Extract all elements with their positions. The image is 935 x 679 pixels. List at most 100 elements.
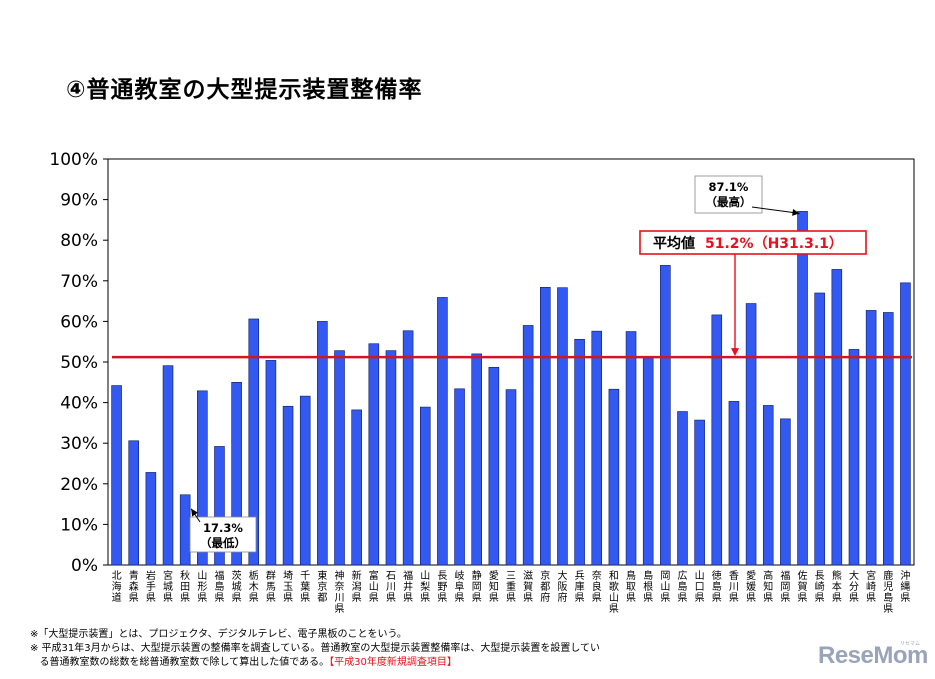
bar-滋賀県 (522, 325, 534, 566)
x-tick-label: 宮崎県 (866, 569, 876, 604)
bar-広島県 (677, 411, 688, 566)
annotation-label: 87.1%（最高） (706, 180, 752, 209)
x-tick-label: 神奈川県 (335, 569, 345, 615)
x-tick-label: 長崎県 (815, 570, 825, 604)
x-tick-label: 群馬県 (266, 569, 276, 604)
bar-兵庫県 (574, 338, 585, 566)
footnote-1: ※「大型提示装置」とは、プロジェクタ、デジタルテレビ、電子黒板のことをいう。 (30, 629, 407, 640)
bar-神奈川県 (334, 350, 345, 566)
x-tick-label: 大阪府 (557, 569, 567, 604)
bar-島根県 (642, 356, 654, 566)
bar-東京都 (317, 321, 328, 566)
x-tick-label: 福島県 (214, 569, 224, 604)
x-tick-label: 沖縄県 (900, 569, 910, 604)
bar-和歌山県 (608, 388, 620, 566)
y-tick-label: 0% (71, 556, 98, 576)
footnote-3-text: る普通教室数の総数を総普通教室数で除して算出した値である。 (39, 657, 330, 668)
bar-京都府 (540, 286, 551, 566)
x-tick-label: 東京都 (317, 569, 327, 604)
x-tick-label: 秋田県 (180, 569, 190, 604)
x-tick-label: 佐賀県 (798, 570, 808, 604)
annotation-arrow-head (191, 508, 198, 517)
y-tick-label: 50% (60, 353, 98, 373)
average-arrow-head (731, 348, 739, 357)
y-tick-label: 80% (60, 231, 98, 251)
x-tick-label: 鹿児島県 (883, 569, 893, 615)
bar-徳島県 (711, 314, 723, 566)
x-tick-label: 埼玉県 (283, 569, 293, 604)
x-tick-label: 香川県 (729, 570, 739, 604)
x-tick-label: 富山県 (369, 569, 379, 604)
x-tick-label: 新潟県 (352, 569, 362, 604)
x-tick-label: 熊本県 (832, 569, 842, 604)
annotation-arrow-head (792, 208, 800, 216)
bar-山梨県 (419, 406, 431, 566)
y-tick-label: 60% (60, 312, 98, 332)
bar-長崎県 (814, 292, 825, 566)
x-tick-label: 石川県 (386, 571, 396, 604)
bar-青森県 (128, 440, 139, 566)
bar-静岡県 (471, 353, 482, 566)
bar-栃木県 (248, 318, 260, 566)
footnote-2: ※ 平成31年3月からは、大型提示装置の整備率を調査している。普通教室の大型提示… (30, 643, 601, 654)
bar-千葉県 (299, 395, 311, 566)
bar-鳥取県 (625, 331, 637, 566)
x-tick-label: 栃木県 (249, 569, 259, 604)
y-tick-label: 100% (49, 150, 98, 170)
bar-大阪府 (557, 287, 568, 566)
bar-愛知県 (488, 366, 500, 566)
bar-埼玉県 (282, 405, 294, 566)
bar-香川県 (728, 401, 740, 566)
x-tick-label: 岩手県 (146, 569, 156, 604)
bar-奈良県 (591, 330, 603, 566)
bar-三重県 (505, 389, 517, 566)
footnotes: ※「大型提示装置」とは、プロジェクタ、デジタルテレビ、電子黒板のことをいう。 ※… (30, 628, 600, 670)
bar-岡山県 (660, 265, 671, 566)
x-tick-label: 山形県 (197, 570, 207, 604)
bar-秋田県 (179, 494, 191, 566)
x-tick-label: 福井県 (403, 569, 413, 604)
bar-大分県 (848, 349, 860, 566)
bar-福岡県 (780, 418, 791, 566)
bar-愛媛県 (745, 303, 757, 566)
x-tick-label: 茨城県 (232, 569, 242, 604)
bar-茨城県 (231, 381, 242, 566)
x-tick-label: 福岡県 (780, 569, 790, 604)
x-tick-label: 岡山県 (660, 570, 670, 604)
brand-logo-sub: リセマム (900, 641, 921, 647)
x-tick-label: 滋賀県 (523, 569, 533, 604)
x-tick-label: 徳島県 (712, 569, 722, 604)
brand-logo: ReseMom (818, 642, 928, 669)
bar-高知県 (762, 405, 774, 566)
x-tick-label: 兵庫県 (575, 569, 585, 604)
y-tick-label: 40% (60, 394, 98, 414)
y-tick-label: 30% (60, 434, 98, 454)
bar-熊本県 (831, 269, 843, 566)
footnote-3: る普通教室数の総数を総普通教室数で除して算出した値である。【平成30年度新規調査… (30, 656, 600, 670)
x-tick-label: 青森県 (129, 569, 139, 604)
bar-新潟県 (351, 409, 362, 566)
annotation-arrow (751, 206, 800, 214)
bar-福島県 (214, 446, 225, 566)
x-tick-label: 長野県 (437, 570, 447, 604)
bar-沖縄県 (900, 282, 911, 566)
bar-群馬県 (265, 360, 277, 566)
bar-宮城県 (162, 365, 174, 566)
x-tick-label: 岐阜県 (455, 569, 465, 604)
x-tick-label: 静岡県 (472, 569, 482, 604)
x-tick-label: 島根県 (643, 569, 653, 604)
average-label: 平均値 51.2%（H31.3.1） (653, 235, 843, 252)
x-tick-label: 千葉県 (300, 570, 310, 604)
x-tick-label: 和歌山県 (609, 570, 619, 615)
bar-石川県 (385, 350, 397, 566)
bar-宮崎県 (865, 310, 877, 566)
bar-鹿児島県 (883, 312, 894, 566)
bar-富山県 (368, 343, 380, 566)
y-tick-label: 20% (60, 475, 98, 495)
annotation-box (694, 175, 763, 214)
bar-福井県 (402, 330, 414, 566)
bar-佐賀県 (797, 211, 808, 566)
x-tick-label: 三重県 (506, 571, 516, 604)
x-tick-label: 大分県 (849, 569, 859, 604)
